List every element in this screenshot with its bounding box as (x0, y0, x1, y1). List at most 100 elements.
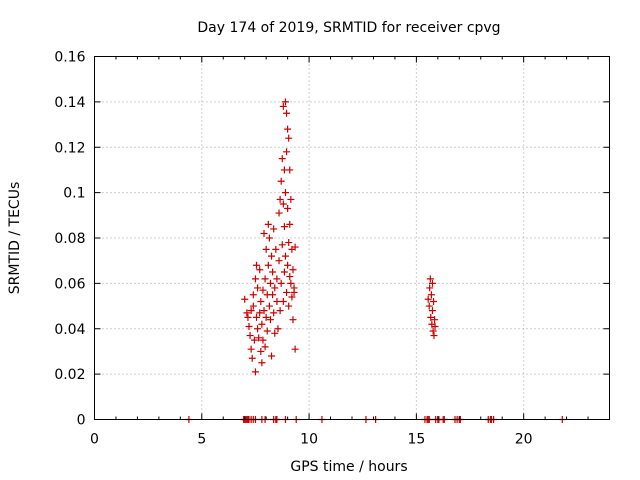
y-tick-labels: 0 0.02 0.04 0.06 0.08 0.1 0.12 0.14 0.16 (54, 50, 85, 429)
data-point (271, 329, 279, 337)
plot-frame (94, 56, 610, 420)
data-point (254, 284, 262, 292)
x-tick-label: 20 (515, 432, 533, 448)
y-tick-label: 0.1 (63, 186, 85, 202)
data-point (268, 252, 276, 260)
data-point (281, 252, 289, 260)
data-point (270, 225, 278, 233)
data-point (262, 245, 270, 253)
data-point (271, 284, 279, 292)
data-point (241, 295, 249, 303)
data-point (426, 284, 434, 292)
data-point (261, 343, 269, 351)
data-point (288, 293, 296, 301)
data-point (251, 368, 259, 376)
data-point (430, 332, 438, 340)
data-point (277, 177, 285, 185)
data-point (261, 275, 269, 283)
y-tick-label: 0.04 (54, 322, 85, 338)
data-point (273, 298, 281, 306)
data-point (276, 195, 284, 203)
data-point (431, 322, 439, 330)
data-point (265, 302, 273, 310)
x-axis-title: GPS time / hours (290, 459, 407, 475)
data-point (260, 229, 268, 237)
data-point (284, 125, 292, 133)
y-tick-label: 0.12 (54, 140, 85, 156)
data-point (250, 336, 258, 344)
data-point (246, 332, 254, 340)
x-tick-label: 0 (90, 432, 99, 448)
axis-ticks (94, 56, 610, 420)
data-point (428, 279, 436, 287)
data-point (259, 286, 267, 294)
data-point (283, 109, 291, 117)
y-tick-label: 0.08 (54, 231, 85, 247)
data-point (286, 220, 294, 228)
x-tick-label: 10 (300, 432, 318, 448)
data-point (253, 261, 261, 269)
data-point (247, 307, 255, 315)
data-point (255, 334, 263, 342)
x-tick-label: 15 (407, 432, 425, 448)
data-point (280, 268, 288, 276)
data-points (185, 98, 566, 423)
data-point (264, 261, 272, 269)
data-point (272, 245, 280, 253)
data-point (275, 257, 283, 265)
y-tick-label: 0 (77, 413, 86, 429)
data-point (280, 223, 288, 231)
data-point (270, 309, 278, 317)
data-point (428, 307, 436, 315)
data-point (429, 327, 437, 335)
data-point (291, 243, 299, 251)
data-point (254, 325, 262, 333)
data-point (266, 316, 274, 324)
data-point (266, 279, 274, 287)
data-point (251, 275, 259, 283)
y-tick-label: 0.06 (54, 276, 85, 292)
data-point (285, 134, 293, 142)
x-tick-label: 5 (197, 432, 206, 448)
data-point (278, 241, 286, 249)
data-point (291, 345, 299, 353)
data-point (425, 302, 433, 310)
data-point (283, 148, 291, 156)
data-point (273, 275, 281, 283)
data-point (286, 166, 294, 174)
data-point (427, 291, 435, 299)
data-point (277, 279, 285, 287)
data-point (281, 189, 289, 197)
data-point (256, 266, 264, 274)
data-point (268, 352, 276, 360)
data-point (279, 200, 287, 208)
data-point (249, 291, 257, 299)
y-tick-label: 0.14 (54, 95, 85, 111)
data-point (269, 291, 277, 299)
data-point (278, 155, 286, 163)
data-point (258, 359, 266, 367)
data-point (257, 298, 265, 306)
data-point (426, 275, 434, 283)
data-point (258, 320, 266, 328)
data-point (290, 288, 298, 296)
data-point (276, 307, 284, 315)
data-point (279, 102, 287, 110)
y-tick-label: 0.02 (54, 367, 85, 383)
data-point (431, 316, 439, 324)
y-tick-label: 0.16 (54, 50, 85, 66)
data-point (257, 347, 265, 355)
chart-title: Day 174 of 2019, SRMTID for receiver cpv… (197, 20, 500, 36)
data-point (249, 302, 257, 310)
data-point (285, 239, 293, 247)
data-point (262, 313, 270, 321)
data-point (275, 209, 283, 217)
data-point (287, 195, 295, 203)
data-point (263, 327, 271, 335)
data-point (284, 261, 292, 269)
data-point (289, 266, 297, 274)
data-point (281, 98, 289, 106)
data-point (284, 205, 292, 213)
data-point (424, 295, 432, 303)
